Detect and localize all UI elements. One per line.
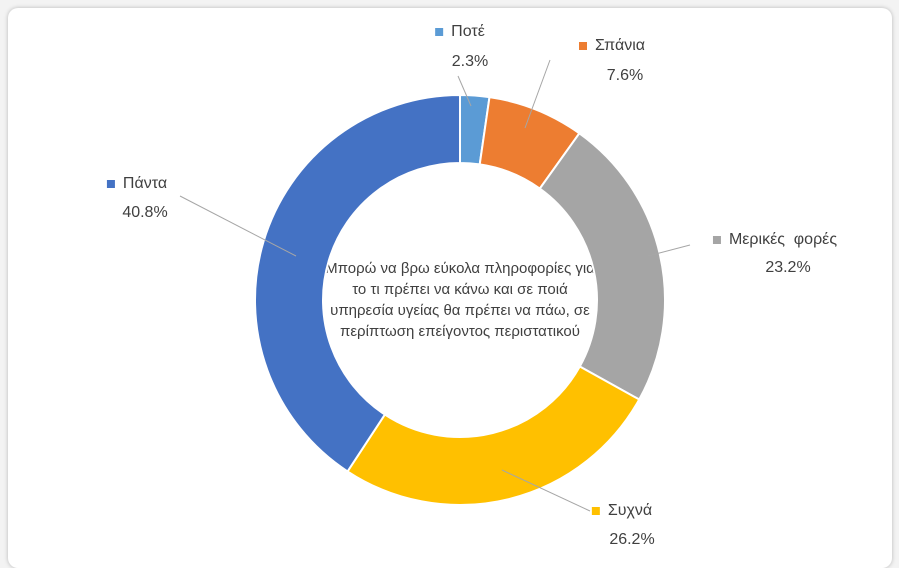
leader-line <box>647 244 691 257</box>
label-name: Πάντα <box>123 175 167 192</box>
center-text-box: Μπορώ να βρω εύκολα πληροφορίες για το τ… <box>325 260 595 340</box>
label-name: Μερικές φορές <box>729 231 837 248</box>
donut-slice <box>538 131 666 401</box>
data-label: 26.2% <box>609 531 654 545</box>
legend-marker <box>106 180 115 188</box>
leader-line <box>524 59 551 129</box>
leader-line <box>179 195 297 257</box>
leader-line <box>457 75 472 107</box>
legend-marker <box>579 42 587 50</box>
donut-slice <box>346 365 641 506</box>
data-label: 40.8% <box>122 204 167 221</box>
legend-marker <box>712 236 721 244</box>
donut-slice <box>254 93 461 473</box>
data-label: 2.3% <box>452 53 488 70</box>
data-label: 23.2% <box>765 259 810 276</box>
center-title: Μπορώ να βρω εύκολα πληροφορίες για το τ… <box>325 260 595 340</box>
legend-marker <box>435 28 444 36</box>
label-name: Σπάνια <box>595 37 645 54</box>
label-name: Συχνά <box>608 502 652 519</box>
legend-marker <box>591 507 600 515</box>
data-label: 7.6% <box>607 67 643 84</box>
page: Μπορώ να βρω εύκολα πληροφορίες για το τ… <box>8 8 892 568</box>
label-name: Ποτέ <box>451 23 485 40</box>
leader-line <box>501 469 591 512</box>
chart: Μπορώ να βρω εύκολα πληροφορίες για το τ… <box>106 23 837 545</box>
